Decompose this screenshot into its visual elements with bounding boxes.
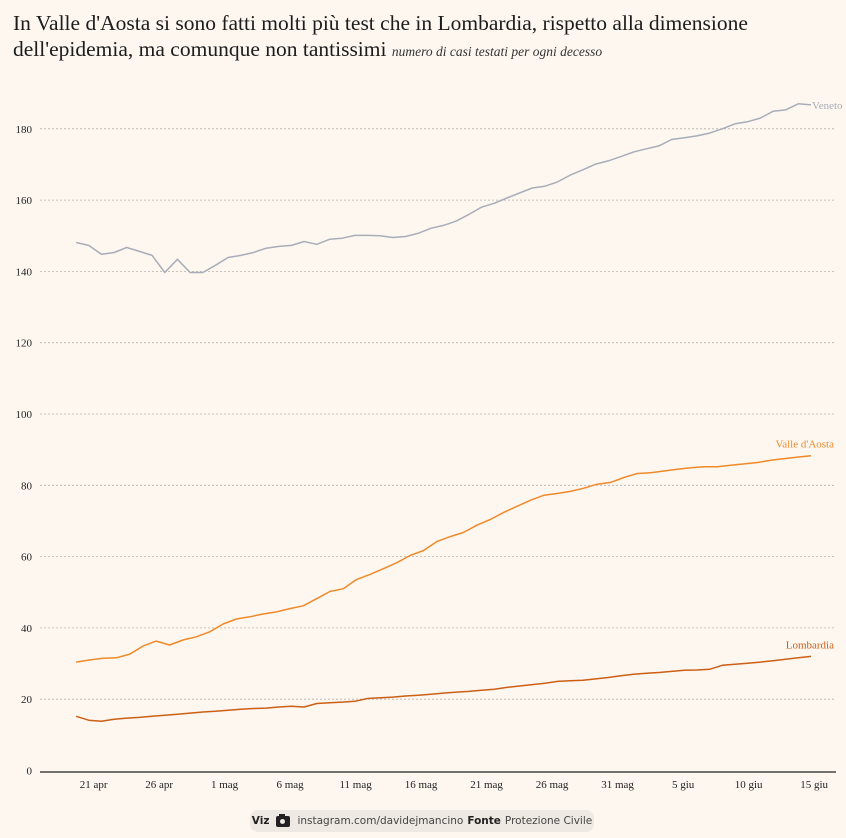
y-tick-label: 160	[16, 195, 33, 207]
series-label: Veneto	[812, 100, 843, 112]
viz-handle-link[interactable]: instagram.com/davidejmancino	[297, 815, 464, 827]
y-tick-label: 20	[21, 694, 33, 706]
x-tick-label: 21 mag	[470, 779, 503, 791]
x-tick-label: 10 giu	[735, 779, 763, 791]
y-tick-label: 40	[21, 623, 33, 635]
y-tick-label: 140	[16, 266, 33, 278]
chart-title: In Valle d'Aosta si sono fatti molti più…	[13, 10, 843, 65]
x-tick-label: 26 apr	[145, 779, 173, 791]
y-tick-label: 0	[27, 766, 33, 778]
x-tick-label: 5 giu	[672, 779, 695, 791]
x-tick-label: 31 mag	[601, 779, 634, 791]
x-tick-label: 11 mag	[339, 779, 372, 791]
series-labels: Veneto Valle d'Aosta Lombardia	[776, 100, 844, 652]
credits-footer: Viz instagram.com/davidejmancino Fonte P…	[250, 810, 594, 832]
y-tick-label: 80	[21, 480, 33, 492]
series-line-valle-d-aosta	[75, 454, 812, 663]
x-tick-label: 6 mag	[276, 779, 304, 791]
series-line-veneto	[75, 103, 812, 274]
y-axis-ticks: 0 20 40 60 80 100 120 140 160 180	[16, 124, 33, 778]
x-axis-ticks: 21 apr 26 apr 1 mag 6 mag 11 mag 16 mag 21 mag…	[80, 779, 829, 791]
line-chart: 0 20 40 60 80 100 120 140 160 180 21 apr 26 apr 1 m…	[16, 100, 844, 791]
series-lines	[75, 103, 812, 723]
title-text: In Valle d'Aosta si sono fatti molti più…	[13, 11, 748, 61]
x-tick-label: 16 mag	[405, 779, 438, 791]
series-line-lombardia	[75, 655, 812, 723]
x-tick-label: 21 apr	[80, 779, 108, 791]
y-tick-label: 100	[16, 409, 33, 421]
y-tick-label: 60	[21, 552, 33, 564]
x-tick-label: 15 giu	[800, 779, 828, 791]
chart-subtitle: numero di casi testati per ogni decesso	[391, 44, 603, 59]
gridlines	[40, 128, 836, 700]
x-tick-label: 26 mag	[536, 779, 569, 791]
source-value: Protezione Civile	[504, 815, 593, 827]
series-label: Lombardia	[786, 639, 834, 651]
x-tick-label: 1 mag	[211, 779, 239, 791]
source-label: Fonte	[467, 815, 501, 827]
series-label: Valle d'Aosta	[776, 439, 835, 451]
y-tick-label: 180	[16, 124, 33, 136]
y-tick-label: 120	[16, 338, 33, 350]
viz-label: Viz	[251, 815, 270, 827]
camera-icon	[276, 813, 291, 827]
